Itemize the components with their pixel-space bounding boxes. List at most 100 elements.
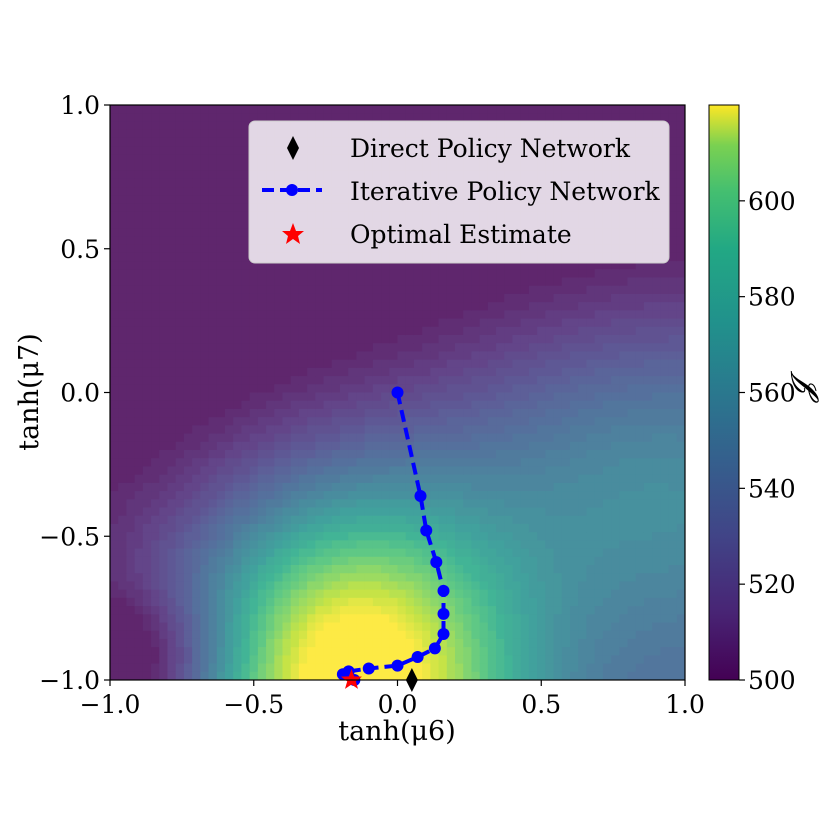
contour-cell [241,466,251,476]
contour-cell [233,351,243,361]
contour-cell [134,433,144,443]
contour-cell [208,474,218,484]
contour-cell [413,310,423,320]
contour-cell [487,408,497,418]
contour-cell [340,540,349,550]
contour-cell [496,638,505,648]
contour-cell [438,474,448,484]
contour-cell [389,441,399,451]
contour-cell [570,671,579,680]
contour-cell [110,441,119,451]
contour-cell [340,310,349,320]
y-tick-label: −1.0 [39,666,100,695]
contour-cell [422,359,431,369]
contour-cell [586,556,596,566]
contour-cell [463,400,473,410]
contour-cell [463,630,473,640]
contour-cell [652,310,661,320]
contour-cell [340,515,349,525]
contour-cell [225,228,234,238]
contour-cell [446,474,456,484]
contour-cell [660,384,670,394]
contour-cell [652,408,661,418]
contour-cell [183,121,193,131]
contour-cell [364,285,374,295]
contour-cell [389,367,399,377]
contour-cell [241,556,251,566]
contour-cell [586,515,596,525]
contour-cell [192,220,201,229]
contour-cell [364,565,374,574]
contour-cell [192,343,201,353]
contour-cell [438,293,448,303]
contour-cell [175,655,185,665]
contour-cell [553,318,563,328]
contour-cell [455,417,464,426]
contour-cell [225,178,234,188]
contour-cell [110,630,119,640]
contour-cell [183,622,193,632]
contour-cell [282,474,292,484]
contour-cell [652,392,661,402]
contour-cell [611,359,620,369]
contour-cell [586,285,596,295]
contour-cell [446,335,456,344]
contour-cell [619,548,629,558]
contour-cell [471,491,481,500]
contour-cell [430,573,440,583]
contour-cell [340,499,349,509]
contour-cell [643,302,653,311]
contour-cell [241,614,251,624]
contour-cell [561,606,571,615]
contour-cell [561,515,571,525]
contour-cell [257,351,267,361]
contour-cell [545,671,555,680]
contour-cell [298,376,308,385]
contour-cell [225,269,234,279]
contour-cell [372,269,382,279]
contour-cell [545,655,555,665]
contour-cell [545,499,555,509]
contour-cell [340,638,349,648]
contour-cell [348,647,358,656]
contour-cell [446,310,456,320]
contour-cell [463,482,473,492]
contour-cell [315,335,325,344]
contour-cell [142,450,152,459]
contour-cell [479,663,489,673]
contour-cell [364,326,374,336]
contour-cell [142,351,152,361]
contour-cell [446,269,456,279]
contour-cell [570,318,579,328]
contour-cell [438,441,448,451]
contour-cell [200,482,210,492]
contour-cell [282,285,292,295]
contour-cell [479,310,489,320]
contour-cell [200,597,210,607]
contour-cell [405,597,415,607]
contour-cell [561,417,571,426]
contour-cell [372,105,382,114]
contour-cell [151,507,160,517]
contour-cell [520,638,530,648]
contour-cell [397,556,407,566]
contour-cell [635,113,645,123]
contour-cell [520,655,530,665]
contour-cell [496,606,505,615]
contour-cell [528,655,538,665]
contour-cell [372,417,382,426]
contour-cell [167,310,177,320]
contour-cell [216,614,226,624]
contour-cell [619,359,629,369]
contour-cell [643,450,653,459]
contour-cell [594,310,604,320]
contour-cell [652,622,661,632]
contour-cell [298,482,308,492]
contour-cell [422,450,431,459]
contour-cell [233,211,243,221]
contour-cell [167,178,177,188]
contour-cell [405,606,415,615]
contour-cell [487,663,497,673]
contour-cell [602,482,612,492]
contour-cell [619,647,629,656]
